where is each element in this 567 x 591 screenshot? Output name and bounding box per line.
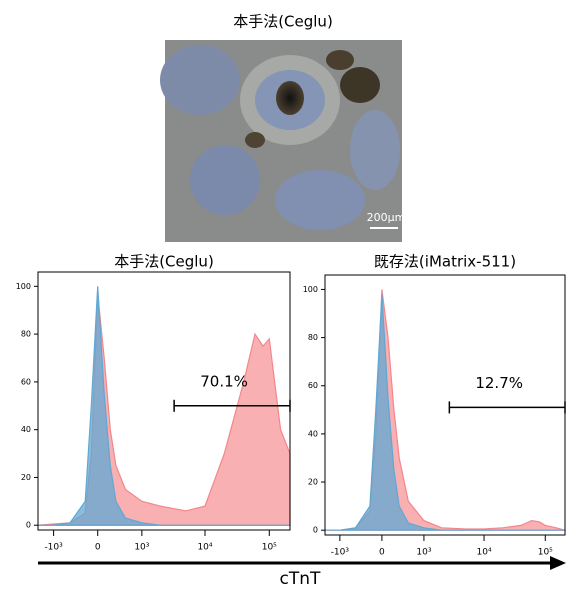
x-tick-label: 0 bbox=[379, 548, 385, 558]
y-tick-label: 40 bbox=[308, 429, 318, 438]
y-tick-label: 100 bbox=[16, 282, 31, 291]
y-tick-label: 40 bbox=[21, 425, 31, 434]
scale-bar-label: 200μm bbox=[367, 211, 406, 224]
image-title: 本手法(Ceglu) bbox=[233, 13, 333, 31]
x-tick-label: 10⁴ bbox=[197, 543, 212, 553]
gate-label: 70.1% bbox=[200, 372, 248, 390]
x-tick-label: -10³ bbox=[44, 543, 63, 553]
y-tick-label: 80 bbox=[308, 333, 318, 342]
x-tick-label: 10⁴ bbox=[477, 548, 492, 558]
histogram-area bbox=[324, 294, 566, 531]
y-tick-label: 0 bbox=[26, 521, 31, 530]
x-axis-label: cTnT bbox=[280, 569, 322, 587]
y-tick-label: 20 bbox=[308, 478, 318, 487]
y-tick-label: 60 bbox=[308, 381, 318, 390]
x-tick-label: 10³ bbox=[134, 543, 149, 553]
x-tick-label: 10³ bbox=[416, 548, 431, 558]
x-tick-label: 10⁵ bbox=[262, 543, 277, 553]
chart-title: 本手法(Ceglu) bbox=[114, 253, 214, 271]
histogram-area bbox=[37, 293, 291, 526]
micrograph: 200μm bbox=[160, 40, 405, 242]
histogram-area bbox=[37, 286, 291, 526]
y-tick-label: 20 bbox=[21, 473, 31, 482]
x-tick-label: -10³ bbox=[331, 548, 350, 558]
y-tick-label: 0 bbox=[313, 526, 318, 535]
y-tick-label: 100 bbox=[303, 285, 318, 294]
y-tick-label: 60 bbox=[21, 377, 31, 386]
plot-frame bbox=[324, 274, 566, 536]
x-tick-label: 0 bbox=[95, 543, 101, 553]
x-tick-label: 10⁵ bbox=[538, 548, 553, 558]
chart-title: 既存法(iMatrix-511) bbox=[374, 253, 516, 271]
gate-label: 12.7% bbox=[475, 374, 523, 392]
arrow-head bbox=[550, 556, 566, 570]
y-tick-label: 80 bbox=[21, 330, 31, 339]
histogram-area bbox=[324, 289, 566, 531]
